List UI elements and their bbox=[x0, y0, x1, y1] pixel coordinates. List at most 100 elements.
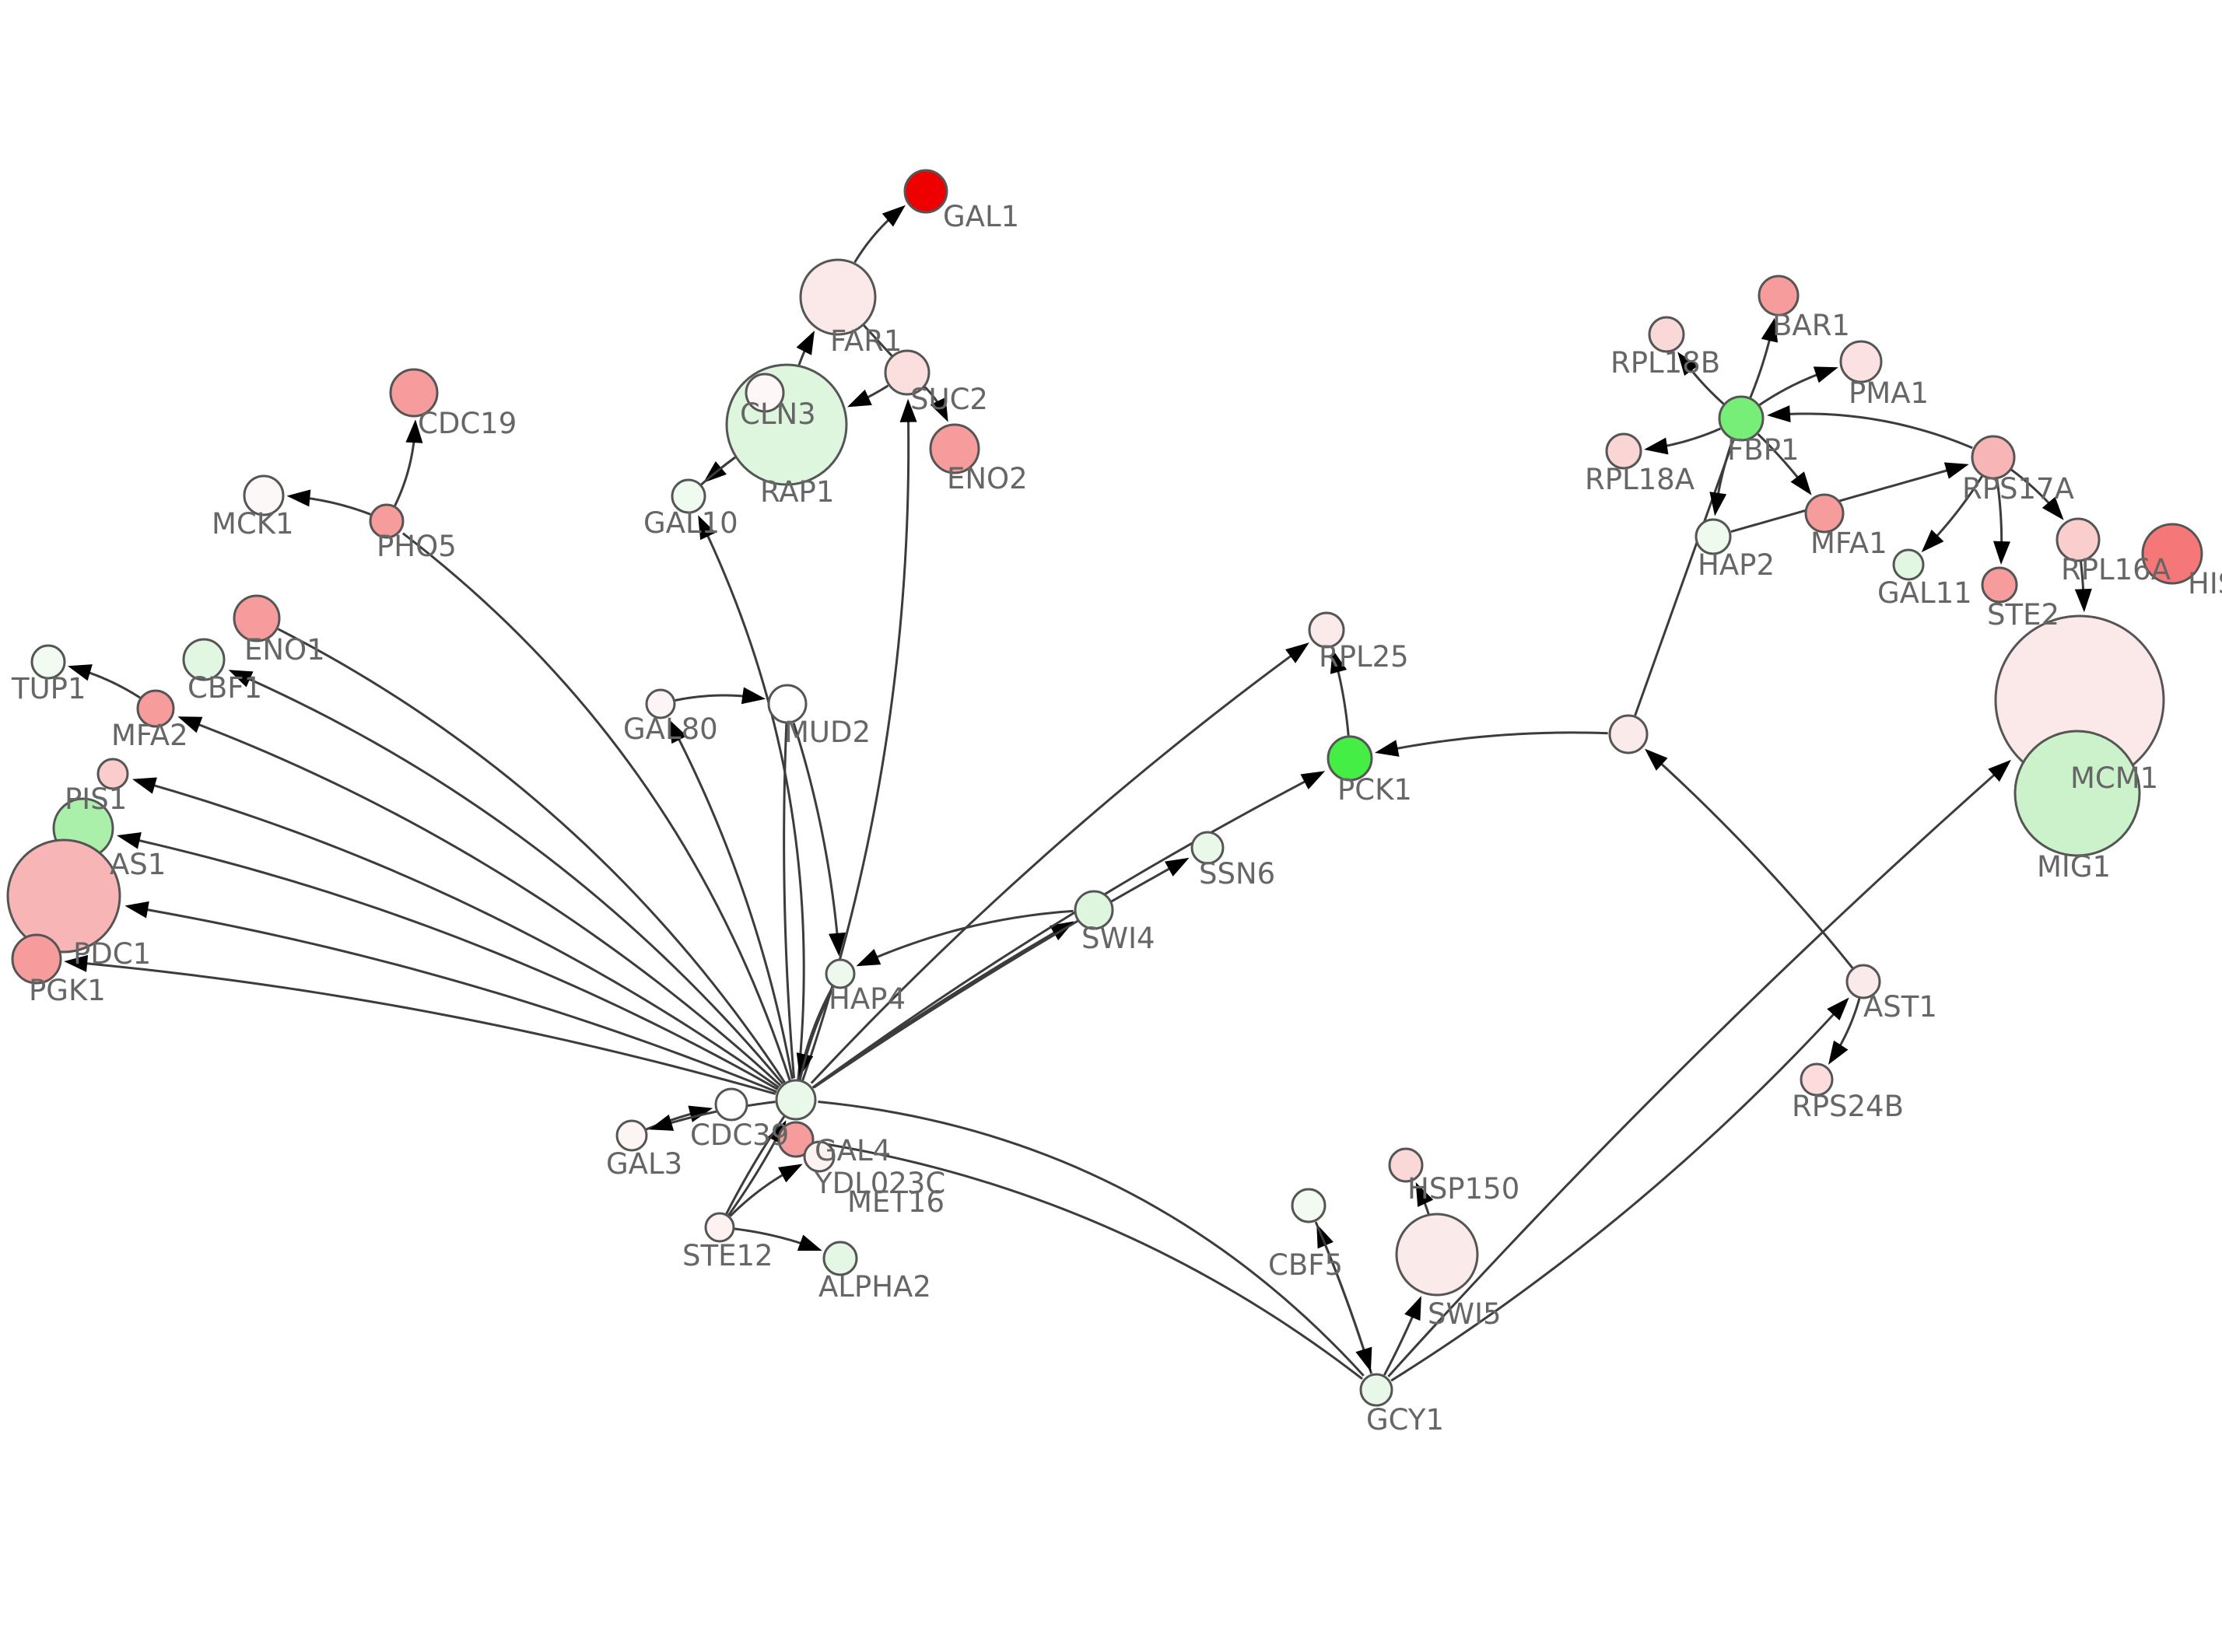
node-label-mfa1: MFA1 bbox=[1810, 527, 1887, 560]
arrowhead-UNNAMED1-to-PCK1 bbox=[1375, 740, 1400, 757]
edge-GAL4HUB-to-MFA2 bbox=[184, 718, 782, 1087]
node-pdc1[interactable] bbox=[6, 838, 121, 954]
arrowhead-SWI5-to-HSP150 bbox=[1415, 1182, 1434, 1207]
edge-GAL4HUB-to-SSN6 bbox=[813, 860, 1183, 1089]
node-gal80[interactable] bbox=[645, 688, 676, 719]
node-ydl023c[interactable] bbox=[803, 1140, 836, 1173]
node-label-gal11: GAL11 bbox=[1877, 576, 1972, 610]
node-mck1[interactable] bbox=[243, 474, 285, 516]
node-far1[interactable] bbox=[799, 258, 877, 336]
node-mfa1[interactable] bbox=[1804, 493, 1845, 534]
node-label-rap1: RAP1 bbox=[760, 475, 834, 509]
edge-GAL10-to-CLN3 bbox=[700, 456, 736, 486]
node-unnamed1[interactable] bbox=[1608, 714, 1649, 754]
edge-UNNAMED1-to-PCK1 bbox=[1382, 731, 1608, 753]
node-label-eno2: ENO2 bbox=[947, 462, 1028, 495]
node-mfa2[interactable] bbox=[136, 689, 175, 728]
node-label-pis1: PIS1 bbox=[65, 782, 127, 816]
arrowhead-GAL3-to-CDC39 bbox=[688, 1105, 713, 1122]
node-alpha2[interactable] bbox=[822, 1241, 858, 1276]
node-gal3[interactable] bbox=[615, 1119, 648, 1152]
node-pgk1[interactable] bbox=[11, 933, 62, 985]
node-swi4[interactable] bbox=[1074, 890, 1114, 930]
node-ste2[interactable] bbox=[1981, 566, 2018, 604]
arrowhead-FAR1-to-GAL1 bbox=[881, 205, 906, 227]
node-hsp150[interactable] bbox=[1388, 1147, 1424, 1183]
arrowhead-GAL4HUB-to-PIS1 bbox=[132, 777, 157, 794]
node-suc2[interactable] bbox=[884, 349, 931, 396]
node-hap2[interactable] bbox=[1695, 518, 1732, 555]
edge-GAL4HUB-to-AS1 bbox=[124, 835, 779, 1090]
node-ast1[interactable] bbox=[1845, 964, 1881, 999]
arrowhead-CLN3-to-FAR1 bbox=[796, 331, 815, 355]
node-gal4[interactable] bbox=[777, 1121, 815, 1158]
node-ste12[interactable] bbox=[704, 1212, 735, 1243]
node-label-alpha2: ALPHA2 bbox=[818, 1270, 931, 1304]
node-label-cln3: CLN3 bbox=[740, 397, 816, 431]
arrowhead-MFA2-to-TUP1 bbox=[68, 664, 93, 681]
node-gal11[interactable] bbox=[1892, 548, 1925, 581]
node-label-rpl16a: RPL16A bbox=[2061, 553, 2171, 586]
node-cdc39[interactable] bbox=[714, 1087, 748, 1122]
edge-GCY1-to-MCM1 bbox=[1387, 764, 2006, 1377]
arrowhead-FBP1-to-MFA1 bbox=[1790, 471, 1812, 495]
node-pma1[interactable] bbox=[1839, 340, 1883, 383]
node-tup1[interactable] bbox=[30, 644, 66, 680]
arrowhead-RPS17A-to-STE2 bbox=[1992, 541, 2010, 565]
node-pck1[interactable] bbox=[1327, 735, 1373, 782]
node-his4[interactable] bbox=[2141, 523, 2203, 585]
arrowhead-GCY1-to-CBF5 bbox=[1316, 1223, 1334, 1249]
arrowhead-PHO5-to-CDC19 bbox=[405, 419, 423, 443]
node-label-cdc19: CDC19 bbox=[418, 407, 517, 440]
node-mud2[interactable] bbox=[767, 684, 808, 724]
node-label-pgk1: PGK1 bbox=[29, 974, 106, 1007]
node-rpl18a[interactable] bbox=[1605, 432, 1642, 470]
arrowhead-RPL16A-to-MCM1 bbox=[2074, 588, 2092, 613]
node-gal4hub[interactable] bbox=[775, 1079, 817, 1121]
node-label-hap4: HAP4 bbox=[829, 982, 906, 1016]
arrowhead-SUC2-to-CLN3 bbox=[847, 389, 872, 408]
edge-GAL4HUB-to-GAL3 bbox=[656, 1101, 776, 1129]
arrowhead-GAL4HUB-to-SUC2 bbox=[899, 398, 917, 422]
node-rpl25[interactable] bbox=[1308, 611, 1345, 649]
node-eno1[interactable] bbox=[233, 594, 281, 642]
edge-GAL4HUB-to-GAL80 bbox=[671, 725, 794, 1080]
node-rpl18b[interactable] bbox=[1648, 316, 1685, 353]
edge-GAL4HUB-to-GCY1 bbox=[818, 1101, 1365, 1377]
node-bar1[interactable] bbox=[1758, 275, 1800, 317]
node-label-gal10: GAL10 bbox=[643, 506, 738, 540]
arrowhead-SWI4-to-HAP4 bbox=[856, 949, 881, 967]
node-cbf5[interactable] bbox=[1291, 1188, 1327, 1223]
node-fbp1[interactable] bbox=[1718, 395, 1765, 442]
node-gal10[interactable] bbox=[671, 478, 706, 514]
node-mig1[interactable] bbox=[2013, 730, 2141, 857]
node-rps17a[interactable] bbox=[1971, 435, 2016, 480]
node-cbf1[interactable] bbox=[182, 638, 226, 681]
node-gcy1[interactable] bbox=[1359, 1373, 1393, 1407]
edge-CBF5-to-GCY1 bbox=[1314, 1221, 1370, 1365]
node-layer[interactable] bbox=[6, 169, 2203, 1407]
node-ssn6[interactable] bbox=[1190, 831, 1225, 865]
node-label-mcm1: MCM1 bbox=[2070, 761, 2158, 795]
node-label-swi5: SWI5 bbox=[1428, 1297, 1502, 1331]
node-rps24b[interactable] bbox=[1800, 1062, 1834, 1097]
edge-HAP2-to-RPS17A bbox=[1730, 465, 1962, 533]
node-label-ste2: STE2 bbox=[1987, 598, 2059, 632]
node-rpl16a[interactable] bbox=[2056, 517, 2101, 562]
arrowhead-STE12-to-YDL023C bbox=[777, 1164, 803, 1183]
node-swi5[interactable] bbox=[1395, 1213, 1479, 1297]
node-cdc19[interactable] bbox=[389, 368, 439, 418]
node-pis1[interactable] bbox=[96, 758, 129, 790]
node-pho5[interactable] bbox=[369, 503, 405, 539]
node-label-pck1: PCK1 bbox=[1337, 773, 1412, 807]
node-label-mig1: MIG1 bbox=[2037, 850, 2111, 884]
node-eno2[interactable] bbox=[929, 423, 980, 474]
edge-AST1-to-UNNAMED1 bbox=[1649, 753, 1854, 969]
node-gal1[interactable] bbox=[903, 169, 948, 214]
node-rap1[interactable] bbox=[745, 373, 785, 413]
edge-FAR1-to-SUC2 bbox=[863, 324, 893, 357]
node-hap4[interactable] bbox=[825, 958, 856, 989]
